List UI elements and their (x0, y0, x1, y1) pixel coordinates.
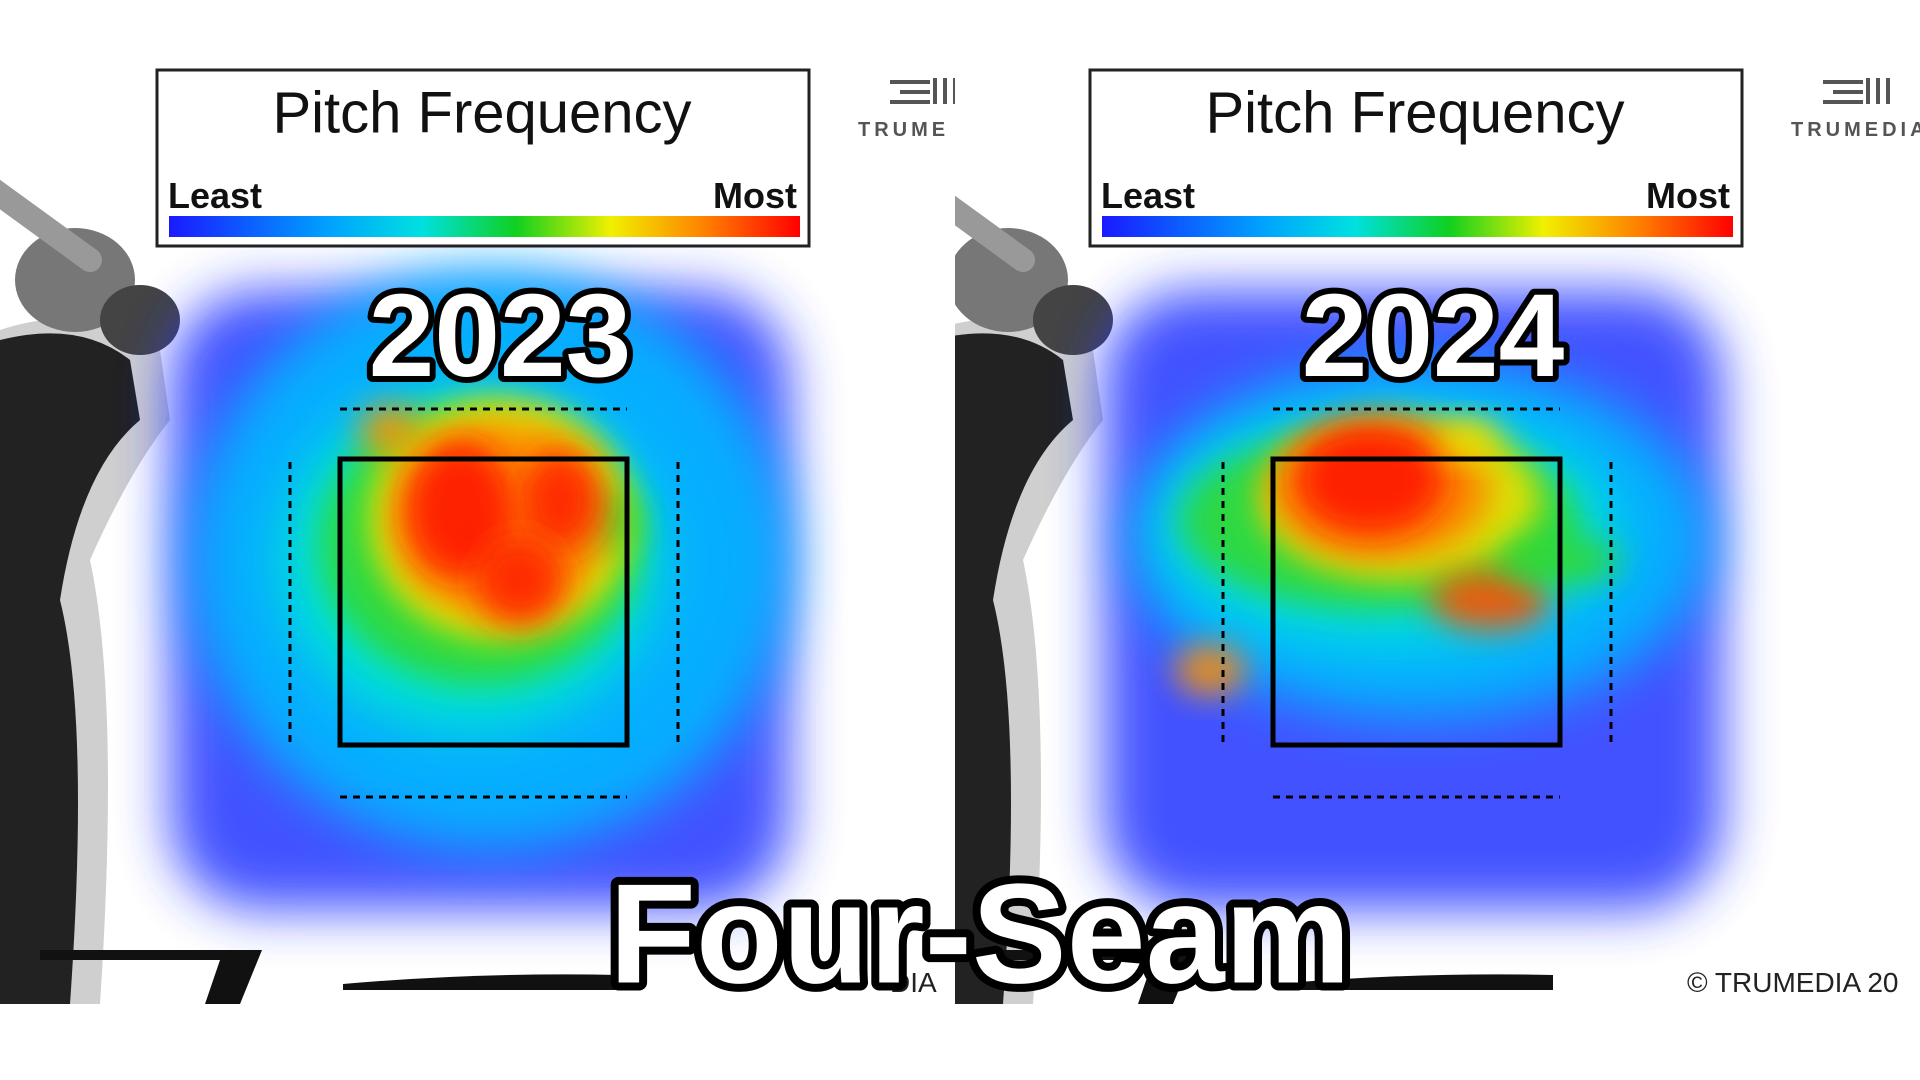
logo-icon (1823, 78, 1890, 104)
ground-line (973, 950, 1195, 1004)
logo-text: TRUME (858, 119, 949, 141)
logo-icon (890, 78, 955, 104)
legend-gradient (169, 216, 800, 237)
legend-title: Pitch Frequency (1205, 80, 1624, 145)
bat (955, 195, 1035, 272)
batter-hands (100, 285, 180, 355)
batter-hands (1033, 285, 1113, 355)
legend-high: Most (713, 175, 797, 216)
legend-high: Most (1646, 175, 1730, 216)
heat-blob (360, 405, 420, 455)
footer-text: © TRUMEDIA 20 (1687, 967, 1899, 998)
legend-low: Least (1101, 175, 1195, 216)
heat-blob (1295, 425, 1445, 535)
heat-blob (1430, 570, 1550, 630)
logo-text: TRUMEDIA (1791, 119, 1920, 141)
caption: Four-Seam (609, 855, 1351, 1014)
legend-title: Pitch Frequency (272, 80, 691, 145)
plate (343, 974, 620, 990)
bat (0, 179, 102, 272)
heat-blob (520, 450, 600, 550)
strike-zone (337, 456, 630, 748)
batter (955, 333, 1073, 1004)
heat-blob (1175, 645, 1245, 695)
batter (0, 333, 140, 1004)
legend-low: Least (168, 175, 262, 216)
footer-text: DIA (890, 967, 937, 998)
year-label: 2024 (1302, 270, 1565, 402)
ground-line (40, 950, 262, 1004)
heat-blob (1440, 420, 1500, 460)
legend-gradient (1102, 216, 1733, 237)
heat-blob (475, 535, 565, 625)
strike-zone (1270, 456, 1563, 748)
heat-blob (405, 440, 515, 580)
year-label: 2023 (369, 270, 632, 402)
plate (1276, 974, 1553, 990)
